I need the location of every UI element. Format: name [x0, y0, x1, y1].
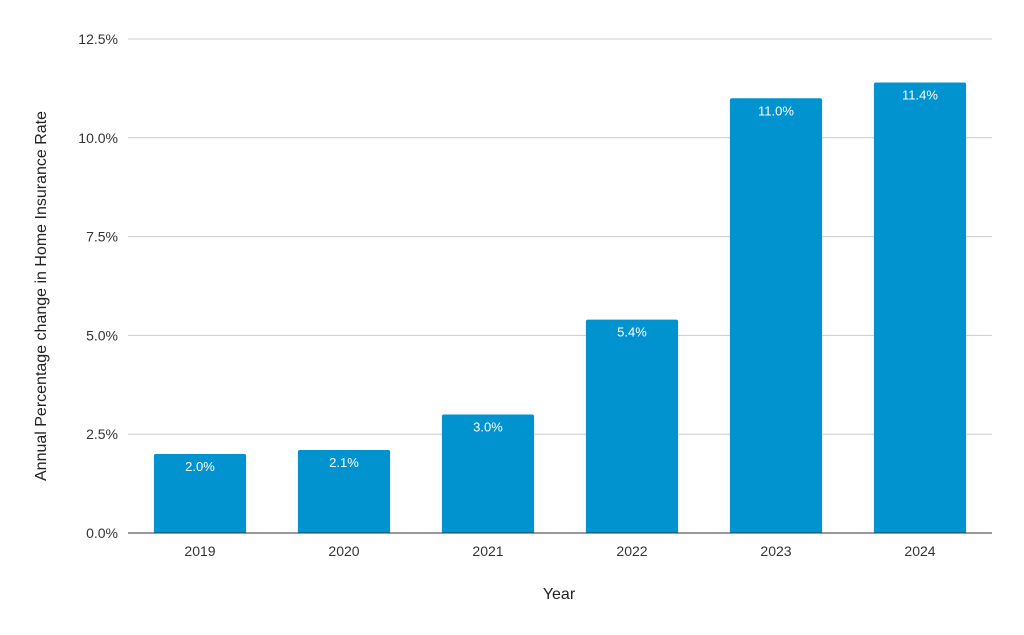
bar-2019 — [153, 453, 247, 533]
bar-value-label: 2.1% — [329, 455, 359, 470]
bar-value-label: 11.4% — [902, 87, 938, 102]
bar-2023 — [729, 98, 823, 533]
y-tick-label: 7.5% — [86, 229, 118, 245]
y-axis-title: Annual Percentage change in Home Insuran… — [33, 111, 50, 481]
bar-2022 — [585, 319, 679, 533]
y-axis-tick-labels: 0.0% 2.5% 5.0% 7.5% 10.0% 12.5% — [78, 31, 118, 541]
y-tick-label: 5.0% — [86, 327, 118, 343]
x-tick-label: 2019 — [184, 543, 215, 559]
y-tick-label: 12.5% — [78, 31, 118, 47]
gridlines — [128, 38, 992, 435]
x-axis-title: Year — [543, 586, 576, 603]
bar-value-label: 5.4% — [617, 325, 647, 340]
x-tick-label: 2020 — [328, 543, 359, 559]
x-tick-label: 2022 — [616, 543, 647, 559]
y-tick-label: 2.5% — [86, 426, 118, 442]
y-tick-label: 0.0% — [86, 525, 118, 541]
bar-2024 — [873, 82, 967, 534]
bar-value-label: 11.0% — [758, 103, 794, 118]
bar-value-label: 3.0% — [473, 419, 503, 434]
x-tick-label: 2023 — [760, 543, 791, 559]
x-axis-tick-labels: 2019 2020 2021 2022 2023 2024 — [184, 543, 935, 559]
bar-value-label: 2.0% — [185, 459, 215, 474]
x-tick-label: 2024 — [904, 543, 935, 559]
y-tick-label: 10.0% — [78, 130, 118, 146]
bars — [153, 82, 967, 534]
bar-data-labels: 2.0% 2.1% 3.0% 5.4% 11.0% 11.4% — [185, 87, 938, 473]
bar-2020 — [297, 450, 391, 533]
x-tick-label: 2021 — [472, 543, 503, 559]
bar-2021 — [441, 414, 535, 533]
